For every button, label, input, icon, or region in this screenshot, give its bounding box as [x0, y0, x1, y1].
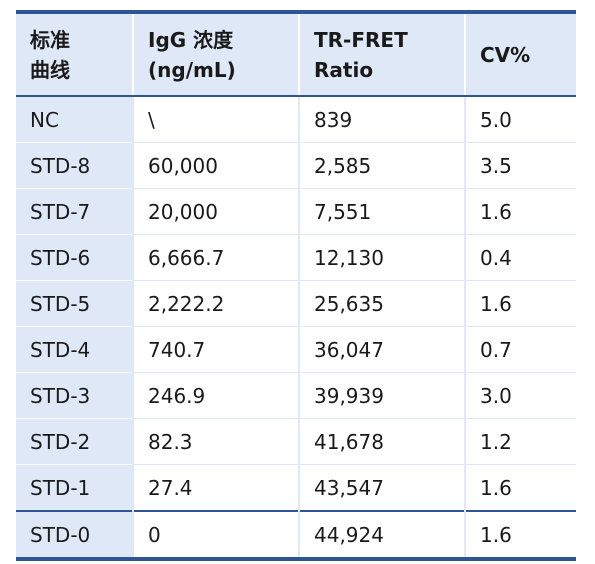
cell-ratio: 25,635 [298, 280, 465, 327]
cell-ratio: 7,551 [298, 188, 465, 235]
cell-curve: STD-1 [16, 464, 133, 511]
cell-ratio: 839 [298, 95, 465, 143]
table-row: NC \ 839 5.0 [16, 95, 576, 143]
cell-concentration: 82.3 [132, 418, 299, 465]
cell-concentration: 0 [132, 510, 299, 557]
cell-cv: 1.2 [464, 418, 576, 465]
cell-concentration: 6,666.7 [132, 234, 299, 281]
cell-curve: STD-7 [16, 188, 133, 235]
cell-ratio: 44,924 [298, 510, 465, 557]
table-row: STD-7 20,000 7,551 1.6 [16, 188, 576, 235]
cell-curve: STD-2 [16, 418, 133, 465]
table-row: STD-0 0 44,924 1.6 [16, 510, 576, 557]
table-header-row: 标准 曲线 IgG 浓度 (ng/mL) TR-FRET Ratio CV% [16, 14, 576, 97]
cell-ratio: 12,130 [298, 234, 465, 281]
cell-ratio: 39,939 [298, 372, 465, 419]
cell-concentration: 246.9 [132, 372, 299, 419]
cell-curve: NC [16, 95, 133, 143]
cell-ratio: 41,678 [298, 418, 465, 465]
cell-curve: STD-8 [16, 142, 133, 189]
cell-cv: 5.0 [464, 95, 576, 143]
cell-cv: 1.6 [464, 510, 576, 557]
data-table-container: 标准 曲线 IgG 浓度 (ng/mL) TR-FRET Ratio CV% N… [16, 10, 576, 561]
cell-concentration: 2,222.2 [132, 280, 299, 327]
cell-cv: 1.6 [464, 188, 576, 235]
cell-concentration: 27.4 [132, 464, 299, 511]
table-row: STD-3 246.9 39,939 3.0 [16, 372, 576, 419]
table-row: STD-5 2,222.2 25,635 1.6 [16, 280, 576, 327]
cell-ratio: 43,547 [298, 464, 465, 511]
table-row: STD-6 6,666.7 12,130 0.4 [16, 234, 576, 281]
cell-cv: 3.0 [464, 372, 576, 419]
cell-ratio: 2,585 [298, 142, 465, 189]
table-row: STD-8 60,000 2,585 3.5 [16, 142, 576, 189]
cell-concentration: 740.7 [132, 326, 299, 373]
cell-cv: 1.6 [464, 464, 576, 511]
cell-concentration: \ [132, 95, 299, 143]
header-igg-concentration: IgG 浓度 (ng/mL) [132, 14, 299, 97]
table-row: STD-4 740.7 36,047 0.7 [16, 326, 576, 373]
header-tr-fret-ratio: TR-FRET Ratio [298, 14, 465, 97]
cell-curve: STD-3 [16, 372, 133, 419]
cell-cv: 0.7 [464, 326, 576, 373]
cell-curve: STD-5 [16, 280, 133, 327]
header-standard-curve: 标准 曲线 [16, 14, 133, 97]
cell-concentration: 20,000 [132, 188, 299, 235]
cell-curve: STD-0 [16, 510, 133, 557]
header-cv: CV% [464, 14, 576, 97]
table-row: STD-1 27.4 43,547 1.6 [16, 464, 576, 511]
standard-curve-table: 标准 曲线 IgG 浓度 (ng/mL) TR-FRET Ratio CV% N… [16, 14, 576, 557]
cell-ratio: 36,047 [298, 326, 465, 373]
cell-cv: 3.5 [464, 142, 576, 189]
cell-cv: 1.6 [464, 280, 576, 327]
table-row: STD-2 82.3 41,678 1.2 [16, 418, 576, 465]
cell-curve: STD-6 [16, 234, 133, 281]
cell-cv: 0.4 [464, 234, 576, 281]
cell-curve: STD-4 [16, 326, 133, 373]
cell-concentration: 60,000 [132, 142, 299, 189]
